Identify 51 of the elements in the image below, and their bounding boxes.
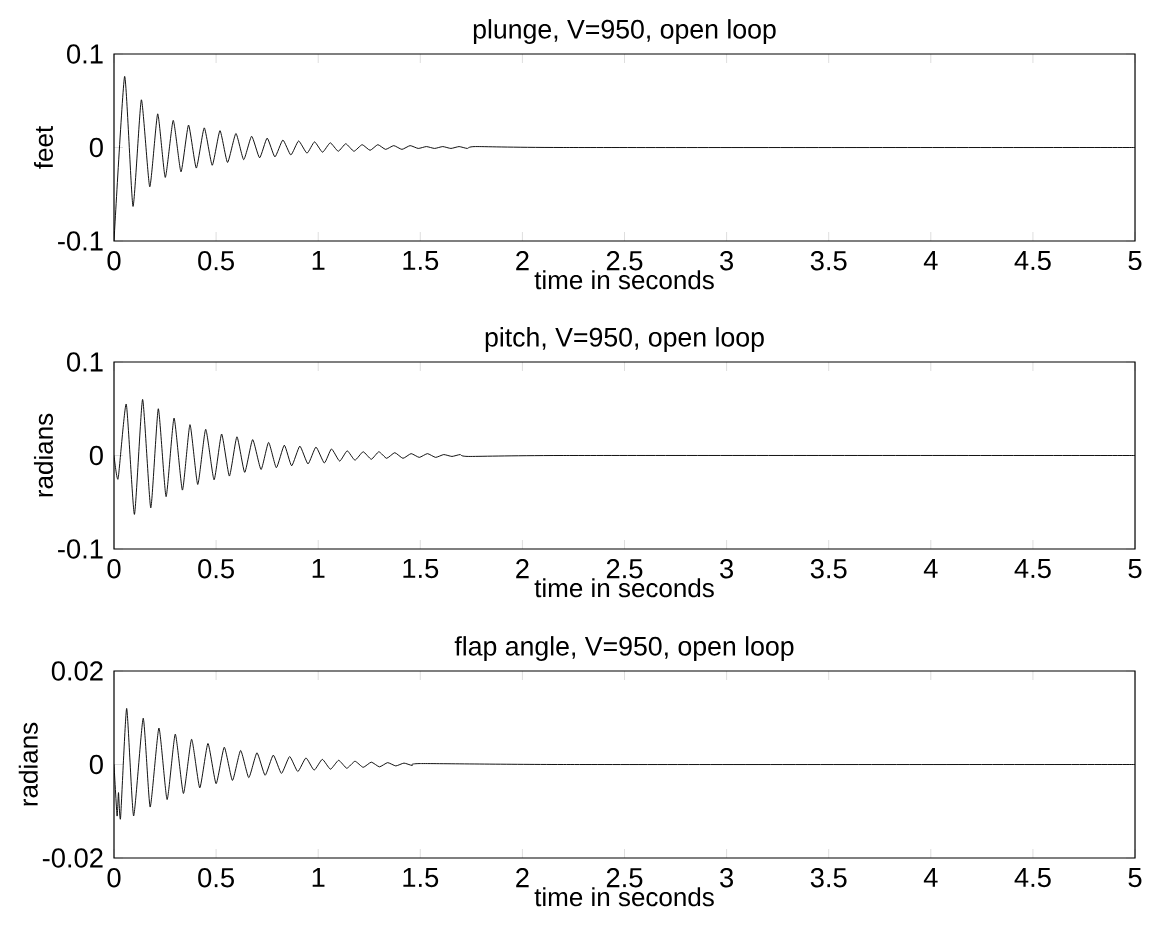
- x-tick-label: 5: [1128, 251, 1142, 271]
- y-axis-title: feet: [33, 126, 54, 169]
- x-tick-label: 0.5: [198, 559, 234, 579]
- x-tick-label: 2.5: [606, 868, 643, 888]
- y-tick-label: 0.02: [51, 661, 103, 681]
- x-axis-title: time in seconds: [534, 270, 714, 290]
- x-axis-title: time in seconds: [534, 578, 714, 598]
- y-axis-title: radians: [18, 722, 38, 806]
- x-tick-label: 3.5: [810, 559, 847, 579]
- chart-title: plunge, V=950, open loop: [473, 19, 776, 44]
- x-tick-label: 0.5: [198, 251, 234, 271]
- x-tick-label: 4.5: [1014, 868, 1051, 888]
- x-tick-label: 4.5: [1014, 559, 1051, 579]
- x-tick-label: 4.5: [1014, 251, 1051, 271]
- y-tick-label: 0.1: [67, 44, 103, 64]
- y-axis-title: radians: [33, 413, 54, 497]
- x-tick-label: 1.5: [403, 559, 439, 579]
- x-tick-label: 5: [1128, 868, 1142, 888]
- x-tick-label: 0: [107, 559, 121, 579]
- x-tick-label: 2: [516, 251, 529, 271]
- x-axis-title: time in seconds: [534, 887, 714, 907]
- x-tick-label: 0.5: [198, 868, 234, 888]
- x-tick-label: 4: [923, 868, 938, 887]
- x-tick-label: 0: [107, 868, 121, 888]
- x-tick-label: 3.5: [810, 251, 847, 271]
- x-tick-label: 3: [720, 559, 733, 579]
- y-tick-label: -0.02: [42, 848, 103, 868]
- chart-title: pitch, V=950, open loop: [485, 327, 764, 352]
- x-tick-label: 4: [923, 251, 938, 270]
- x-tick-label: 1: [312, 251, 325, 270]
- y-tick-label: 0.1: [67, 352, 103, 372]
- x-tick-label: 2: [516, 868, 529, 888]
- x-tick-label: 2.5: [606, 251, 643, 271]
- x-tick-label: 4: [923, 559, 938, 578]
- x-tick-label: 3: [720, 251, 733, 271]
- x-tick-label: 3.5: [810, 868, 847, 888]
- x-tick-label: 3: [720, 868, 733, 888]
- x-tick-label: 1.5: [403, 868, 439, 888]
- x-tick-label: 1: [312, 868, 325, 887]
- x-tick-label: 5: [1128, 559, 1142, 579]
- x-tick-label: 1.5: [403, 251, 439, 271]
- y-tick-label: -0.1: [58, 539, 103, 559]
- y-tick-label: 0: [89, 445, 103, 466]
- x-tick-label: 0: [107, 251, 121, 271]
- x-tick-label: 2: [516, 559, 529, 579]
- x-tick-label: 1: [312, 559, 325, 578]
- x-tick-label: 2.5: [606, 559, 643, 579]
- y-tick-label: -0.1: [58, 231, 103, 251]
- y-tick-label: 0: [89, 754, 103, 775]
- y-tick-label: 0: [89, 137, 103, 158]
- chart-title: flap angle, V=950, open loop: [454, 636, 794, 661]
